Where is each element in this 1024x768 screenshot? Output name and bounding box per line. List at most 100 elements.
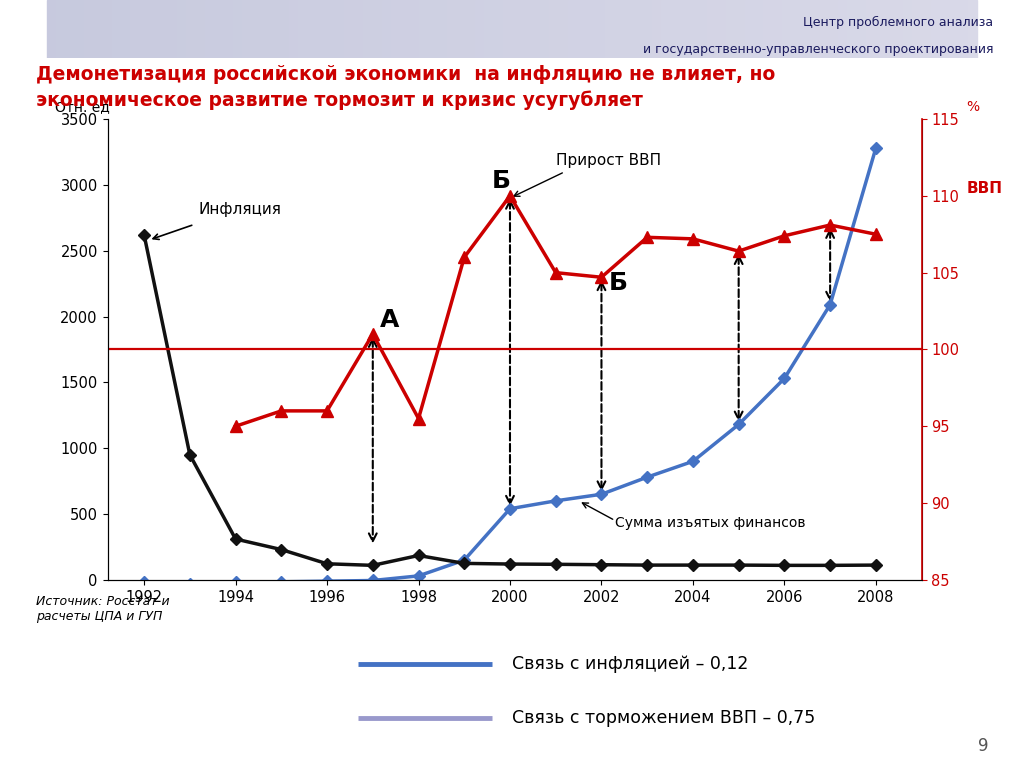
Bar: [940, 0, 949, 58]
Text: Б: Б: [608, 271, 628, 296]
Text: и государственно-управленческого проектирования: и государственно-управленческого проекти…: [643, 43, 993, 56]
Bar: [838, 0, 847, 58]
Bar: [865, 0, 876, 58]
Bar: [587, 0, 596, 58]
Bar: [466, 0, 475, 58]
Text: Прирост ВВП: Прирост ВВП: [556, 153, 660, 168]
Bar: [856, 0, 865, 58]
Bar: [484, 0, 494, 58]
Bar: [223, 0, 232, 58]
Bar: [102, 0, 112, 58]
Bar: [894, 0, 903, 58]
Bar: [708, 0, 717, 58]
Bar: [512, 0, 521, 58]
Bar: [494, 0, 503, 58]
Bar: [56, 0, 66, 58]
Bar: [46, 0, 56, 58]
Bar: [540, 0, 549, 58]
Bar: [446, 0, 456, 58]
Bar: [475, 0, 484, 58]
Bar: [660, 0, 671, 58]
Bar: [847, 0, 856, 58]
Bar: [353, 0, 364, 58]
Bar: [754, 0, 763, 58]
Text: А: А: [380, 309, 399, 333]
Bar: [307, 0, 316, 58]
Bar: [316, 0, 326, 58]
Text: Центр проблемного анализа: Центр проблемного анализа: [803, 16, 993, 29]
Bar: [391, 0, 400, 58]
Text: Б: Б: [492, 169, 511, 193]
Bar: [177, 0, 186, 58]
Bar: [903, 0, 912, 58]
Bar: [270, 0, 280, 58]
Bar: [949, 0, 958, 58]
Bar: [148, 0, 159, 58]
Bar: [801, 0, 810, 58]
Text: Демонетизация российской экономики  на инфляцию не влияет, но
экономическое разв: Демонетизация российской экономики на ин…: [36, 65, 775, 110]
Bar: [605, 0, 614, 58]
Bar: [810, 0, 819, 58]
Bar: [549, 0, 558, 58]
Bar: [289, 0, 298, 58]
Bar: [261, 0, 270, 58]
Bar: [364, 0, 373, 58]
Bar: [186, 0, 196, 58]
Bar: [168, 0, 177, 58]
Bar: [66, 0, 75, 58]
Bar: [400, 0, 410, 58]
Bar: [763, 0, 773, 58]
Bar: [885, 0, 894, 58]
Bar: [93, 0, 102, 58]
Bar: [717, 0, 726, 58]
Bar: [112, 0, 121, 58]
Bar: [726, 0, 735, 58]
Bar: [931, 0, 940, 58]
Text: Связь с торможением ВВП – 0,75: Связь с торможением ВВП – 0,75: [512, 709, 815, 727]
Bar: [671, 0, 680, 58]
Bar: [437, 0, 446, 58]
Bar: [792, 0, 801, 58]
Bar: [558, 0, 568, 58]
Bar: [578, 0, 587, 58]
Bar: [828, 0, 838, 58]
Bar: [214, 0, 223, 58]
Text: Отн. ед: Отн. ед: [54, 101, 110, 114]
Bar: [912, 0, 922, 58]
Bar: [75, 0, 84, 58]
Bar: [251, 0, 261, 58]
Bar: [642, 0, 651, 58]
Bar: [633, 0, 642, 58]
Bar: [624, 0, 633, 58]
Text: 9: 9: [978, 737, 988, 755]
Bar: [419, 0, 428, 58]
Bar: [298, 0, 307, 58]
Bar: [335, 0, 344, 58]
Bar: [698, 0, 708, 58]
Bar: [922, 0, 931, 58]
Text: Связь с инфляцией – 0,12: Связь с инфляцией – 0,12: [512, 655, 749, 674]
Bar: [680, 0, 689, 58]
Bar: [159, 0, 168, 58]
Bar: [139, 0, 148, 58]
Bar: [344, 0, 353, 58]
Bar: [121, 0, 130, 58]
Bar: [968, 0, 978, 58]
Text: ВВП: ВВП: [967, 180, 1002, 196]
Bar: [651, 0, 660, 58]
Bar: [568, 0, 578, 58]
Bar: [503, 0, 512, 58]
Bar: [530, 0, 540, 58]
Text: %: %: [967, 101, 980, 114]
Bar: [614, 0, 624, 58]
Bar: [242, 0, 251, 58]
Bar: [735, 0, 744, 58]
Bar: [373, 0, 382, 58]
Bar: [84, 0, 93, 58]
Bar: [196, 0, 205, 58]
Bar: [280, 0, 289, 58]
Bar: [958, 0, 968, 58]
Bar: [382, 0, 391, 58]
Bar: [130, 0, 139, 58]
Text: Инфляция: Инфляция: [199, 202, 282, 217]
